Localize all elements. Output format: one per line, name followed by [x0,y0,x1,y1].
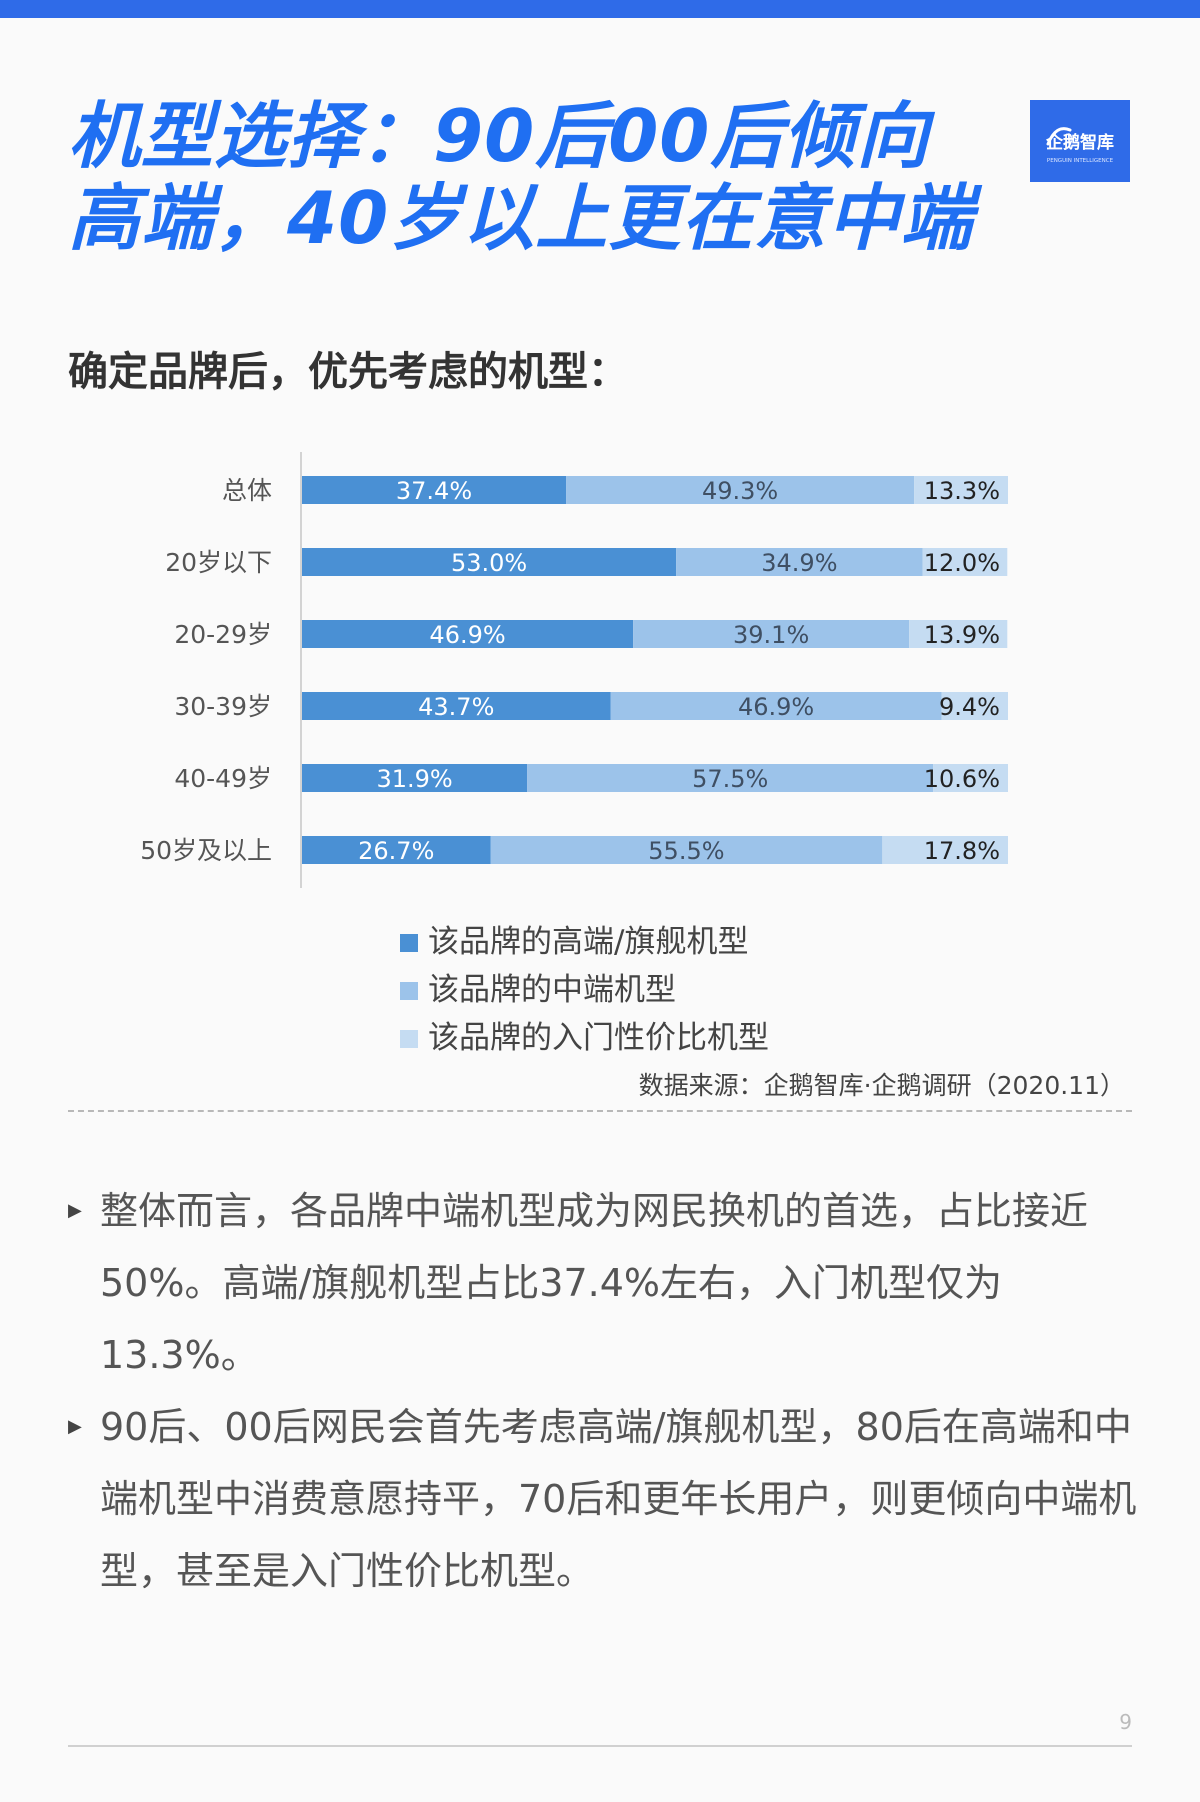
category-label: 40-49岁 [174,764,272,793]
legend-item-entry-level: 该品牌的入门性价比机型 [400,1014,769,1062]
bar-segment-mid-range [527,764,934,792]
legend-label-mid-range: 该品牌的中端机型 [428,972,676,1008]
bar-segment-high-end [302,692,611,720]
value-label-high-end: 43.7% [418,693,494,721]
penguin-logo-icon: 企鹅智库 PENGUIN INTELLIGENCE [1045,127,1114,164]
bar-segment-mid-range [610,692,942,720]
value-label-entry-level: 10.6% [924,765,1000,793]
bar-segment-high-end [302,548,677,576]
bar-segment-entry-level [941,692,1008,720]
bar-segment-mid-range [676,548,923,576]
bar-segment-entry-level [914,476,1008,504]
bullet-arrow-icon: ▶ [68,1200,82,1221]
insight-text: 90后、00后网民会首先考虑高端/旗舰机型，80后在高端和中端机型中消费意愿持平… [100,1405,1137,1593]
top-accent-bar [0,0,1200,18]
chart-legend: 该品牌的高端/旗舰机型 该品牌的中端机型 该品牌的入门性价比机型 [400,918,769,1062]
value-label-mid-range: 57.5% [692,765,768,793]
insight-item: ▶ 整体而言，各品牌中端机型成为网民换机的首选，占比接近50%。高端/旗舰机型占… [68,1175,1158,1391]
bar-segment-entry-level [933,764,1008,792]
legend-item-mid-range: 该品牌的中端机型 [400,966,769,1014]
value-label-entry-level: 17.8% [924,837,1000,865]
bar-segment-high-end [302,620,634,648]
bar-segment-high-end [302,476,567,504]
logo-tagline: PENGUIN INTELLIGENCE [1047,158,1114,164]
legend-label-high-end: 该品牌的高端/旗舰机型 [428,924,749,960]
legend-label-entry-level: 该品牌的入门性价比机型 [428,1020,769,1056]
value-labels: 37.4% 49.3% 13.3% 53.0% 34.9% 12.0% 46.9% 39.1%… [358,477,1000,865]
data-source: 数据来源：企鹅智库·企鹅调研（2020.11） [638,1071,1125,1100]
category-labels: 总体 20岁以下 20-29岁 30-39岁 40-49岁 50岁及以上 [140,476,272,865]
legend-swatch-high-end [400,934,418,952]
bar-segment-mid-range [566,476,915,504]
value-label-mid-range: 49.3% [702,477,778,505]
category-label: 20岁以下 [165,548,272,577]
value-label-high-end: 53.0% [451,549,527,577]
chart-subtitle: 确定品牌后，优先考虑的机型： [68,349,628,395]
category-label: 总体 [222,476,272,505]
value-label-entry-level: 9.4% [939,693,1000,721]
category-label: 20-29岁 [174,620,272,649]
bar-segment-entry-level [909,620,1008,648]
insight-item: ▶ 90后、00后网民会首先考虑高端/旗舰机型，80后在高端和中端机型中消费意愿… [68,1391,1158,1607]
value-label-entry-level: 13.3% [924,477,1000,505]
section-divider [68,1110,1132,1112]
value-label-entry-level: 13.9% [924,621,1000,649]
value-label-high-end: 31.9% [376,765,452,793]
bar-segment-entry-level [882,836,1008,864]
page-number: 9 [1119,1710,1132,1734]
logo-name: 企鹅智库 [1045,132,1114,153]
category-label: 30-39岁 [174,692,272,721]
legend-swatch-mid-range [400,982,418,1000]
legend-swatch-entry-level [400,1030,418,1048]
value-label-high-end: 26.7% [358,837,434,865]
bar-segment-high-end [302,836,491,864]
value-label-high-end: 46.9% [429,621,505,649]
footer-divider [68,1745,1132,1747]
value-label-high-end: 37.4% [396,477,472,505]
value-label-mid-range: 39.1% [733,621,809,649]
insight-text: 整体而言，各品牌中端机型成为网民换机的首选，占比接近50%。高端/旗舰机型占比3… [100,1189,1089,1377]
insight-list: ▶ 整体而言，各品牌中端机型成为网民换机的首选，占比接近50%。高端/旗舰机型占… [68,1175,1158,1607]
brand-logo: 企鹅智库 PENGUIN INTELLIGENCE [1030,100,1130,182]
value-label-entry-level: 12.0% [924,549,1000,577]
value-label-mid-range: 55.5% [648,837,724,865]
value-label-mid-range: 46.9% [738,693,814,721]
bullet-arrow-icon: ▶ [68,1416,82,1437]
page-title: 机型选择：90后00后倾向高端，40岁以上更在意中端 [68,94,974,260]
category-label: 50岁及以上 [140,836,272,865]
bar-segments [302,476,1008,864]
stacked-bar-chart: 总体 20岁以下 20-29岁 30-39岁 40-49岁 50岁及以上 37.4% 49.… [140,452,1008,888]
legend-item-high-end: 该品牌的高端/旗舰机型 [400,918,769,966]
bar-segment-mid-range [633,620,910,648]
bar-segment-mid-range [490,836,883,864]
value-label-mid-range: 34.9% [761,549,837,577]
bar-segment-high-end [302,764,528,792]
bar-segment-entry-level [922,548,1008,576]
